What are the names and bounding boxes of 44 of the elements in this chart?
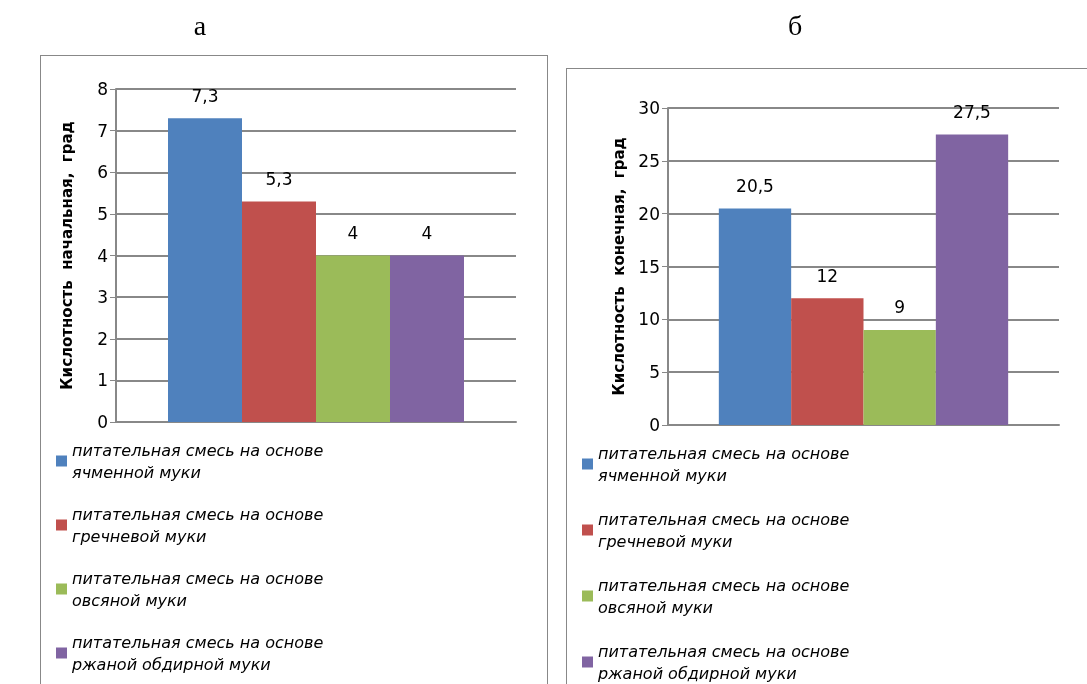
y-tick-label: 6 [97, 162, 108, 183]
chart-title: б [786, 10, 804, 42]
data-label: 4 [347, 223, 359, 243]
y-tick-label: 5 [97, 203, 108, 224]
legend-label: питательная смесь на основе ржаной обдирной муки [597, 641, 855, 683]
y-tick-label: 10 [638, 309, 660, 330]
y-tick-label: 20 [638, 203, 660, 224]
bar [935, 134, 1009, 425]
bar [316, 255, 390, 422]
legend-label: питательная смесь на основе ржаной обдирной муки [71, 632, 329, 674]
y-tick-label: 2 [97, 328, 108, 349]
legend-label: питательная смесь на основе гречневой муки [72, 504, 329, 546]
bar [242, 201, 316, 422]
data-label: 7,3 [191, 85, 219, 106]
legend-label: питательная смесь на основе ячменной муки [598, 443, 855, 485]
data-label: 12 [816, 265, 839, 286]
legend-label: питательная смесь на основе ячменной муки [72, 440, 329, 482]
y-tick-label: 8 [97, 79, 108, 99]
bar [718, 208, 792, 425]
data-label: 5,3 [265, 168, 293, 189]
legend-label: питательная смесь на основе гречневой муки [598, 509, 855, 551]
bar [168, 118, 242, 422]
data-label: 9 [894, 297, 906, 318]
y-tick-label: 4 [97, 245, 108, 266]
y-tick-label: 25 [638, 150, 660, 171]
legend-label: питательная смесь на основе овсяной муки [598, 575, 855, 617]
data-label: 20,5 [736, 175, 774, 196]
y-tick-label: 0 [649, 415, 660, 435]
data-label: 4 [421, 223, 433, 243]
y-tick-label: 1 [97, 370, 108, 391]
y-axis-title: Кислотность начальная, град [57, 121, 76, 390]
legend-label: питательная смесь на основе овсяной муки [72, 568, 329, 610]
bar [863, 329, 936, 425]
y-axis-title: Кислотность конечная, град [609, 137, 628, 396]
y-tick-label: 30 [638, 98, 660, 118]
chart-title: а [192, 10, 208, 42]
y-tick-label: 7 [97, 120, 108, 141]
y-tick-label: 3 [97, 287, 108, 308]
y-tick-label: 0 [97, 412, 108, 432]
bar [390, 255, 464, 422]
y-tick-label: 15 [638, 256, 660, 277]
bar [791, 298, 864, 425]
y-tick-label: 5 [649, 362, 660, 383]
data-label: 27,5 [953, 101, 991, 122]
